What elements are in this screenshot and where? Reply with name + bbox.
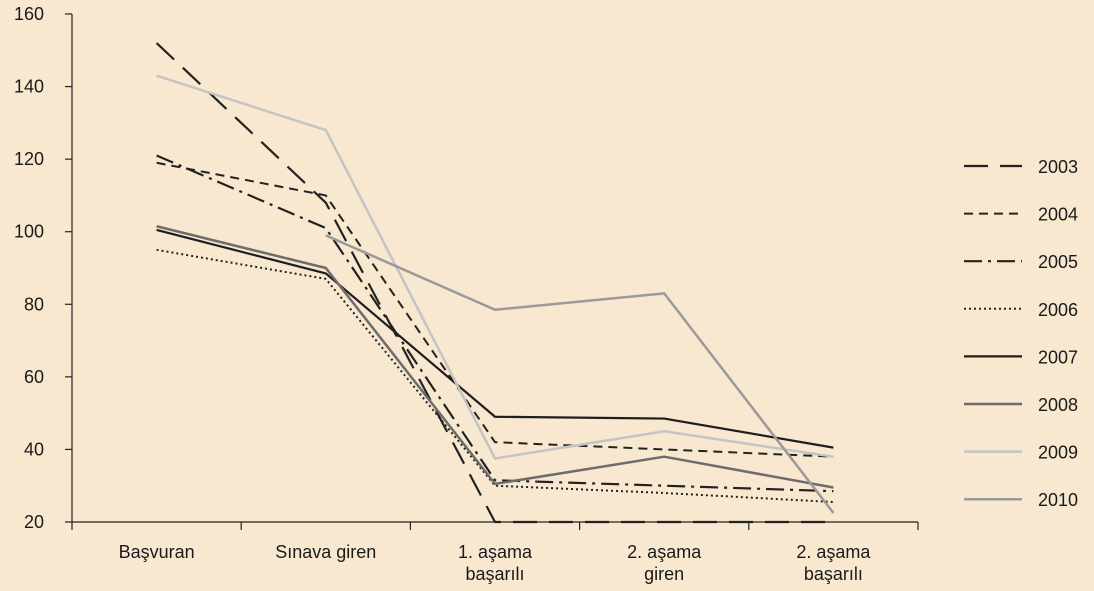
y-tick-label: 20: [24, 512, 44, 532]
series-line-2010: [325, 234, 835, 514]
y-tick-label: 40: [24, 439, 44, 459]
series-line-2003: [155, 42, 834, 524]
legend-label-2007: 2007: [1038, 347, 1078, 367]
series-line-2007: [156, 228, 834, 449]
x-tick-label: 2. aşama başarılı: [796, 542, 871, 584]
x-tick-label: 2. aşama giren: [627, 542, 702, 584]
x-tick-label: Başvuran: [119, 542, 195, 562]
legend: 2003 2004 2005 2006 2007 2008 2009 2010: [964, 157, 1078, 510]
y-tick-label: 100: [14, 222, 44, 242]
series-line-2008: [156, 225, 834, 489]
legend-label-2009: 2009: [1038, 443, 1078, 463]
legend-label-2010: 2010: [1038, 490, 1078, 510]
x-tick-label: 1. aşama başarılı: [458, 542, 533, 584]
legend-label-2008: 2008: [1038, 395, 1078, 415]
axes: 20 40 60 80 100 120 140 160 Başvuran Sınava giren…: [14, 4, 919, 584]
y-tick-label: 60: [24, 367, 44, 387]
legend-label-2005: 2005: [1038, 252, 1078, 272]
series-line-2004: [156, 161, 834, 458]
x-tick-label: Sınava giren: [275, 542, 376, 562]
legend-label-2006: 2006: [1038, 300, 1078, 320]
series-line-2006: [156, 248, 834, 504]
series-line-2009: [156, 74, 834, 460]
y-tick-label: 160: [14, 4, 44, 24]
legend-label-2003: 2003: [1038, 157, 1078, 177]
y-tick-label: 120: [14, 149, 44, 169]
y-tick-label: 80: [24, 294, 44, 314]
series-lines: [155, 42, 835, 524]
legend-label-2004: 2004: [1038, 205, 1078, 225]
series-line-2005: [156, 154, 834, 493]
y-tick-label: 140: [14, 77, 44, 97]
